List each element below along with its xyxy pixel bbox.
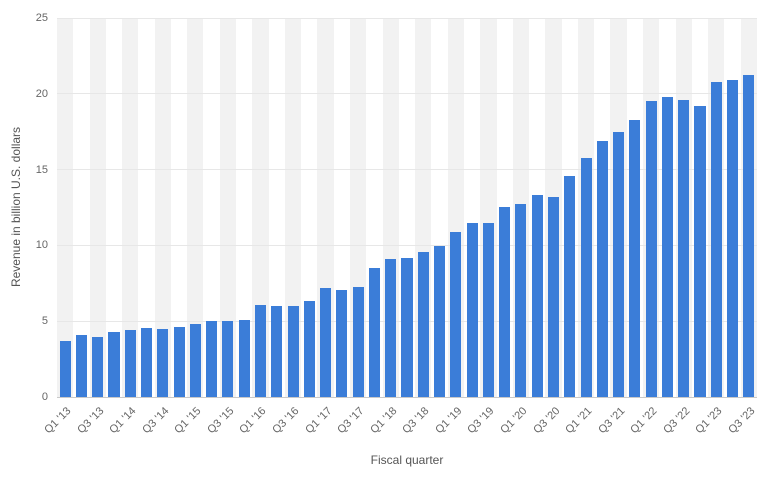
background-stripe: [122, 18, 139, 397]
gridline: [57, 17, 757, 19]
bar: [271, 306, 283, 397]
bar: [547, 197, 560, 397]
bar: [434, 245, 446, 397]
background-stripe: [284, 18, 302, 397]
bar: [336, 290, 348, 397]
bar: [515, 204, 527, 397]
bar: [157, 328, 169, 397]
bar: [141, 327, 153, 397]
background-stripe: [154, 18, 171, 397]
bar: [173, 327, 185, 397]
gridline: [57, 93, 757, 95]
y-tick-label: 15: [35, 163, 48, 176]
y-tick-label: 20: [35, 87, 48, 100]
bar: [206, 321, 218, 397]
bar: [678, 99, 690, 397]
bar: [303, 301, 315, 397]
bar: [531, 194, 543, 397]
bar: [59, 341, 71, 397]
bar: [629, 119, 641, 397]
background-stripe: [187, 18, 204, 397]
bar: [710, 82, 722, 397]
x-axis-line: [57, 396, 757, 398]
bar: [368, 268, 380, 397]
bar: [596, 140, 608, 397]
bar: [75, 334, 87, 397]
bar: [645, 101, 657, 397]
bar: [580, 158, 592, 397]
gridline: [57, 244, 757, 246]
bar: [466, 223, 478, 397]
bar: [320, 288, 332, 397]
bar: [108, 332, 120, 397]
y-tick-label: 25: [35, 12, 48, 24]
background-stripe: [57, 18, 74, 397]
bar: [124, 330, 136, 397]
y-tick-label: 10: [35, 239, 48, 252]
y-tick-label: 5: [41, 315, 48, 328]
bar: [352, 286, 364, 397]
bar: [564, 176, 576, 397]
bar: [482, 223, 494, 397]
background-stripe: [252, 18, 269, 397]
bar: [238, 319, 250, 397]
y-axis-title: Revenue in billion U.S. dollars: [9, 126, 23, 288]
bar: [613, 131, 625, 397]
bar: [189, 324, 201, 397]
bar: [401, 257, 413, 397]
background-stripe: [89, 18, 106, 397]
bar: [92, 336, 104, 397]
bar: [450, 232, 462, 397]
bar: [499, 207, 511, 397]
bar: [417, 252, 429, 397]
bar: [287, 306, 299, 397]
background-stripe: [219, 18, 237, 397]
bar: [743, 75, 755, 397]
bar: [385, 258, 397, 397]
y-tick-label: 0: [41, 391, 48, 403]
gridline: [57, 169, 757, 171]
bar: [222, 320, 234, 397]
plot-area: [57, 17, 757, 398]
bar: [661, 96, 673, 397]
bar: [254, 305, 267, 397]
bar: [694, 106, 706, 397]
bar: [727, 80, 739, 397]
x-axis-title: Fiscal quarter: [370, 453, 444, 467]
